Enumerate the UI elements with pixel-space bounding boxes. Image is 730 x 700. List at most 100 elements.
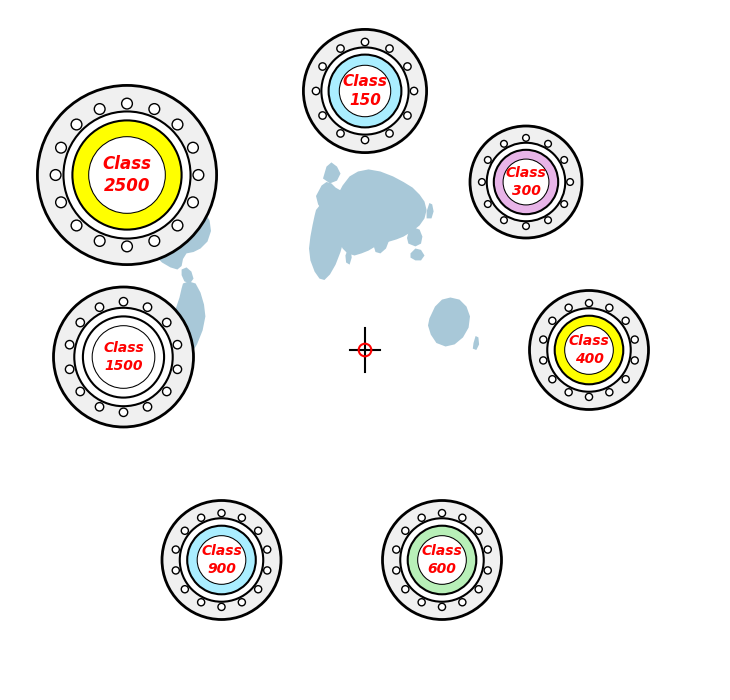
Circle shape (484, 546, 491, 553)
Wedge shape (72, 120, 182, 230)
Circle shape (337, 130, 345, 137)
Circle shape (264, 567, 271, 574)
Circle shape (180, 518, 264, 602)
Circle shape (76, 318, 85, 327)
Circle shape (539, 336, 547, 343)
Circle shape (96, 402, 104, 411)
Circle shape (71, 119, 82, 130)
Circle shape (64, 111, 191, 239)
Circle shape (163, 387, 171, 395)
Circle shape (458, 598, 466, 606)
Circle shape (198, 514, 204, 522)
Circle shape (94, 104, 105, 114)
Circle shape (402, 586, 409, 593)
Circle shape (504, 160, 548, 204)
Circle shape (385, 45, 393, 52)
Circle shape (143, 402, 152, 411)
Circle shape (264, 546, 271, 553)
Circle shape (337, 45, 345, 52)
Circle shape (485, 157, 491, 163)
Circle shape (181, 527, 188, 534)
Wedge shape (555, 316, 623, 384)
Circle shape (622, 376, 629, 383)
Circle shape (198, 536, 245, 584)
Circle shape (585, 393, 593, 400)
Circle shape (402, 527, 409, 534)
Polygon shape (182, 267, 193, 284)
Text: Class
150: Class 150 (342, 74, 388, 108)
Text: Class
2500: Class 2500 (102, 155, 152, 195)
Circle shape (122, 241, 132, 252)
Circle shape (565, 326, 612, 374)
Circle shape (339, 66, 391, 116)
Circle shape (585, 300, 593, 307)
Circle shape (37, 85, 217, 265)
Circle shape (94, 236, 105, 246)
Circle shape (393, 567, 400, 574)
Circle shape (470, 126, 582, 238)
Text: Class
400: Class 400 (569, 335, 610, 365)
Polygon shape (345, 248, 352, 265)
Circle shape (565, 389, 572, 396)
Circle shape (89, 137, 165, 213)
Circle shape (383, 500, 502, 620)
Circle shape (622, 317, 629, 324)
Circle shape (404, 112, 411, 119)
Circle shape (400, 518, 484, 602)
Wedge shape (83, 316, 164, 398)
Circle shape (561, 157, 567, 163)
Circle shape (55, 197, 66, 208)
Circle shape (631, 357, 638, 364)
Circle shape (361, 38, 369, 46)
Circle shape (304, 29, 426, 153)
Circle shape (218, 510, 225, 517)
Circle shape (631, 336, 638, 343)
Circle shape (173, 340, 182, 349)
Polygon shape (145, 186, 211, 270)
Circle shape (255, 527, 262, 534)
Circle shape (319, 63, 326, 70)
Circle shape (319, 112, 326, 119)
Circle shape (487, 143, 565, 221)
Circle shape (523, 223, 529, 230)
Circle shape (55, 142, 66, 153)
Circle shape (561, 201, 567, 207)
Circle shape (418, 514, 425, 522)
Circle shape (119, 298, 128, 306)
Circle shape (501, 141, 507, 147)
Polygon shape (358, 224, 374, 248)
Circle shape (218, 603, 225, 610)
Circle shape (66, 340, 74, 349)
Circle shape (238, 514, 245, 522)
Circle shape (523, 134, 529, 141)
Circle shape (50, 169, 61, 181)
Circle shape (475, 527, 483, 534)
Circle shape (119, 408, 128, 416)
Circle shape (485, 201, 491, 207)
Circle shape (458, 514, 466, 522)
Circle shape (163, 318, 171, 327)
Wedge shape (493, 150, 558, 214)
Circle shape (76, 387, 85, 395)
Circle shape (96, 303, 104, 312)
Circle shape (172, 220, 182, 231)
Circle shape (566, 178, 574, 186)
Polygon shape (323, 162, 340, 183)
Circle shape (418, 598, 425, 606)
Polygon shape (428, 298, 470, 346)
Circle shape (66, 365, 74, 374)
Circle shape (549, 317, 556, 324)
Polygon shape (316, 182, 345, 215)
Circle shape (475, 586, 483, 593)
Circle shape (162, 500, 281, 620)
Text: Class
900: Class 900 (201, 545, 242, 575)
Circle shape (548, 308, 631, 392)
Circle shape (53, 287, 193, 427)
Circle shape (479, 178, 485, 186)
Wedge shape (328, 55, 402, 127)
Circle shape (312, 88, 320, 94)
Circle shape (410, 88, 418, 94)
Circle shape (545, 141, 551, 147)
Text: Class
600: Class 600 (422, 545, 462, 575)
Circle shape (321, 48, 409, 134)
